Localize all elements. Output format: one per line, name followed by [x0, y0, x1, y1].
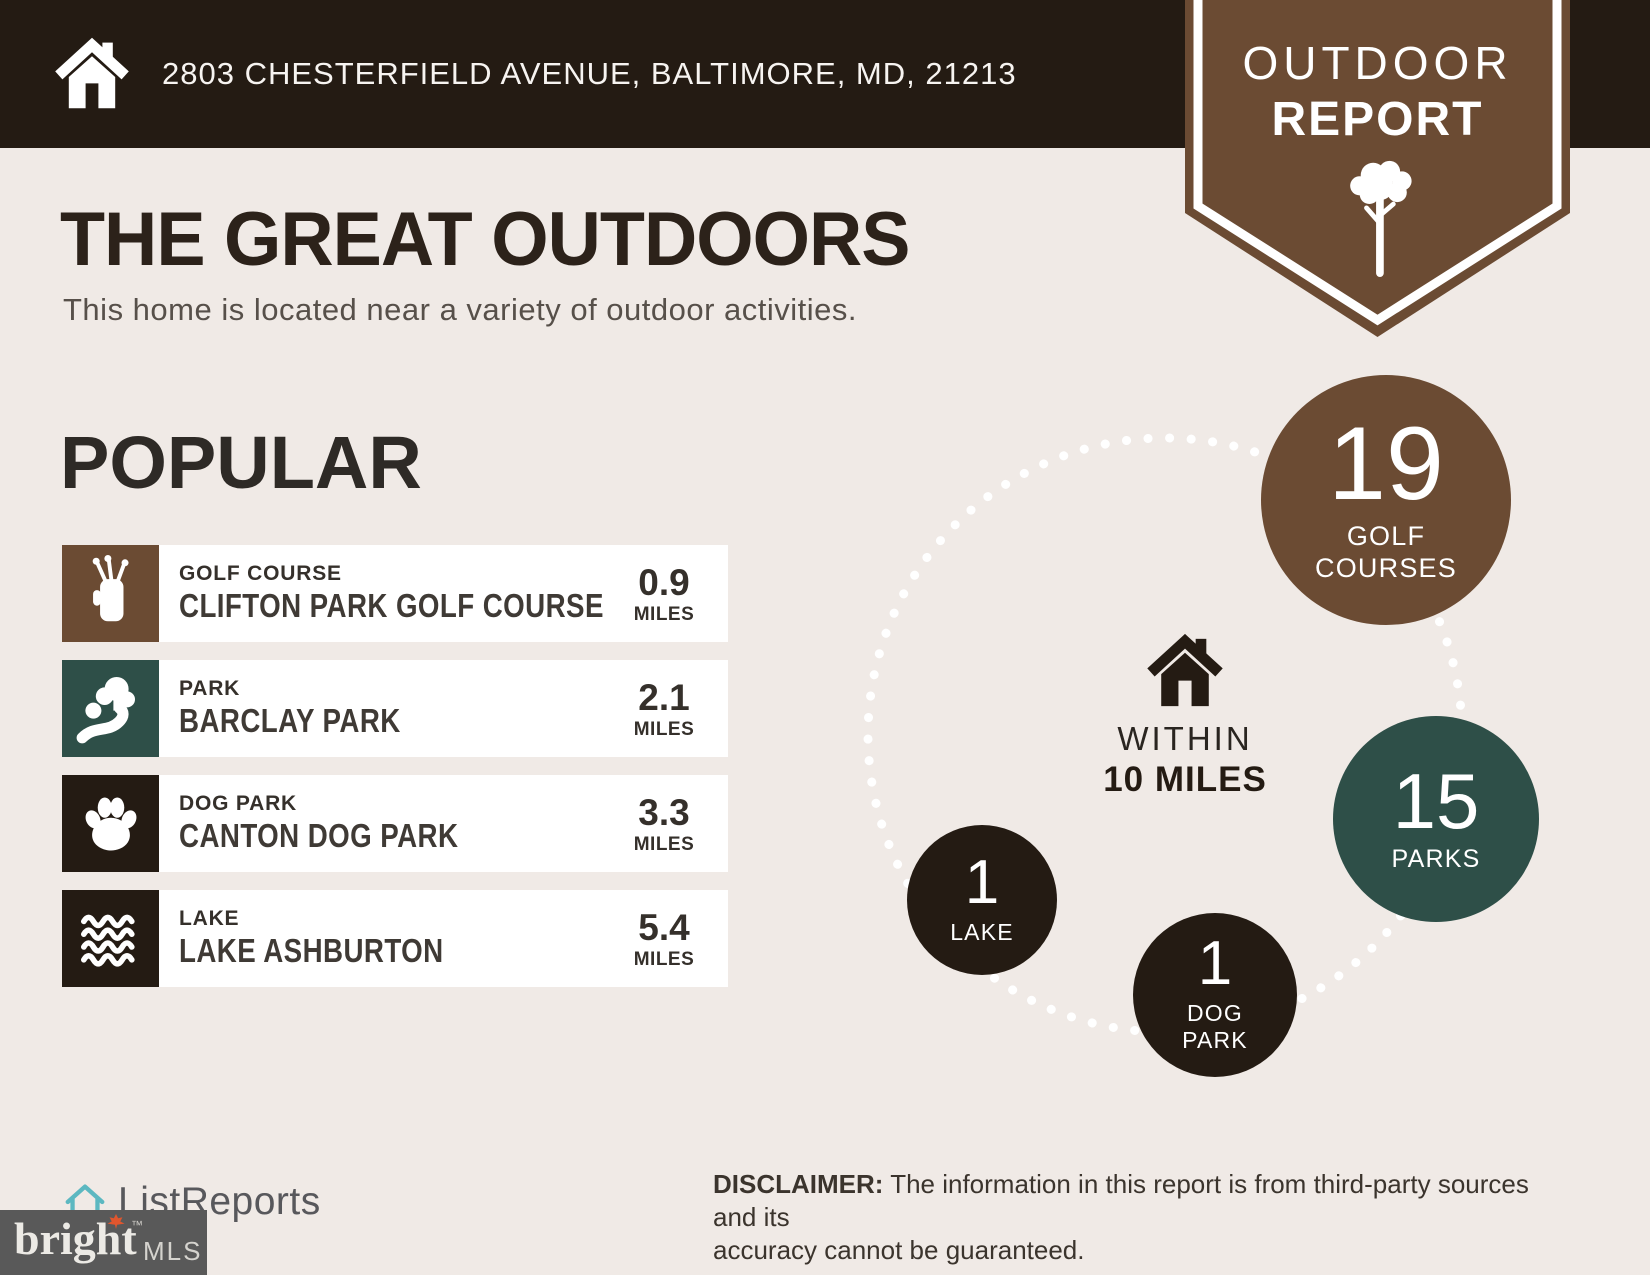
- item-name: CLIFTON PARK GOLF COURSE: [179, 586, 604, 624]
- tree-icon: [1349, 160, 1412, 277]
- stat-value: 1: [964, 847, 1000, 917]
- stat-golf-courses: 19 GOLF COURSES: [1261, 375, 1511, 625]
- ten-miles-label: 10 MILES: [1103, 760, 1267, 799]
- property-address: 2803 CHESTERFIELD AVENUE, BALTIMORE, MD,…: [162, 56, 1017, 91]
- distance-value: 0.9: [638, 561, 690, 603]
- list-item-lake: LAKE LAKE ASHBURTON 5.4 MILES: [62, 890, 728, 987]
- list-item-dog-park: DOG PARK CANTON DOG PARK 3.3 MILES: [62, 775, 728, 872]
- distance-value: 5.4: [638, 906, 690, 948]
- park-tile: [62, 660, 159, 757]
- item-text: LAKE LAKE ASHBURTON: [159, 890, 616, 987]
- stat-lake: 1 LAKE: [907, 825, 1057, 975]
- stat-label: GOLF COURSES: [1315, 521, 1457, 584]
- distance-value: 2.1: [638, 676, 690, 718]
- distance-value: 3.3: [638, 791, 690, 833]
- home-icon: [1147, 633, 1223, 707]
- stat-value: 15: [1392, 756, 1480, 845]
- item-name: CANTON DOG PARK: [179, 816, 459, 854]
- home-icon: [55, 37, 129, 109]
- stat-label: DOG PARK: [1182, 999, 1248, 1054]
- stat-value: 19: [1328, 406, 1444, 523]
- item-category: LAKE: [179, 907, 240, 931]
- bright-mls-logo: bright ™ MLS: [0, 1210, 207, 1275]
- list-item-park: PARK BARCLAY PARK 2.1 MILES: [62, 660, 728, 757]
- distance-unit: MILES: [633, 603, 695, 625]
- item-distance: 2.1 MILES: [616, 660, 712, 757]
- item-distance: 0.9 MILES: [616, 545, 712, 642]
- popular-heading: POPULAR: [60, 421, 422, 504]
- item-text: GOLF COURSE CLIFTON PARK GOLF COURSE: [159, 545, 616, 642]
- distance-unit: MILES: [633, 948, 695, 970]
- waves-icon: [80, 914, 135, 967]
- item-distance: 5.4 MILES: [616, 890, 712, 987]
- stat-parks: 15 PARKS: [1333, 716, 1539, 922]
- stat-dog-park: 1 DOG PARK: [1133, 913, 1297, 1077]
- disclaimer-line1: The information in this report is from t…: [713, 1169, 1529, 1232]
- mls-wordmark: MLS: [143, 1236, 203, 1266]
- golf-bag-icon: [92, 554, 129, 621]
- popular-list: GOLF COURSE CLIFTON PARK GOLF COURSE 0.9…: [62, 545, 728, 1005]
- item-category: GOLF COURSE: [179, 562, 342, 586]
- item-category: PARK: [179, 677, 241, 701]
- disclaimer-label: DISCLAIMER:: [713, 1169, 884, 1199]
- dog-park-tile: [62, 775, 159, 872]
- golf-tile: [62, 545, 159, 642]
- within-label: WITHIN: [1117, 720, 1253, 757]
- radius-center: WITHIN 10 MILES: [1085, 632, 1285, 800]
- item-category: DOG PARK: [179, 792, 298, 816]
- disclaimer-text: DISCLAIMER: The information in this repo…: [713, 1168, 1543, 1267]
- list-item-golf-course: GOLF COURSE CLIFTON PARK GOLF COURSE 0.9…: [62, 545, 728, 642]
- disclaimer-line2: accuracy cannot be guaranteed.: [713, 1235, 1085, 1265]
- stat-value: 1: [1197, 928, 1233, 998]
- item-text: PARK BARCLAY PARK: [159, 660, 616, 757]
- outdoor-report-badge: OUTDOOR REPORT: [1185, 0, 1570, 345]
- stat-label: PARKS: [1391, 845, 1481, 874]
- item-distance: 3.3 MILES: [616, 775, 712, 872]
- stat-label: LAKE: [950, 918, 1014, 945]
- distance-unit: MILES: [633, 833, 695, 855]
- badge-line1: OUTDOOR: [1242, 37, 1513, 89]
- item-name: BARCLAY PARK: [179, 701, 401, 739]
- paw-icon: [85, 796, 136, 851]
- badge-line2: REPORT: [1271, 93, 1484, 146]
- bright-leaf-icon: [107, 1214, 125, 1229]
- distance-unit: MILES: [633, 718, 695, 740]
- item-name: LAKE ASHBURTON: [179, 931, 444, 969]
- item-text: DOG PARK CANTON DOG PARK: [159, 775, 616, 872]
- page-subtitle: This home is located near a variety of o…: [63, 292, 858, 327]
- page-title: THE GREAT OUTDOORS: [60, 197, 910, 282]
- lake-tile: [62, 890, 159, 987]
- trademark-symbol: ™: [131, 1218, 143, 1232]
- park-trees-icon: [76, 676, 135, 743]
